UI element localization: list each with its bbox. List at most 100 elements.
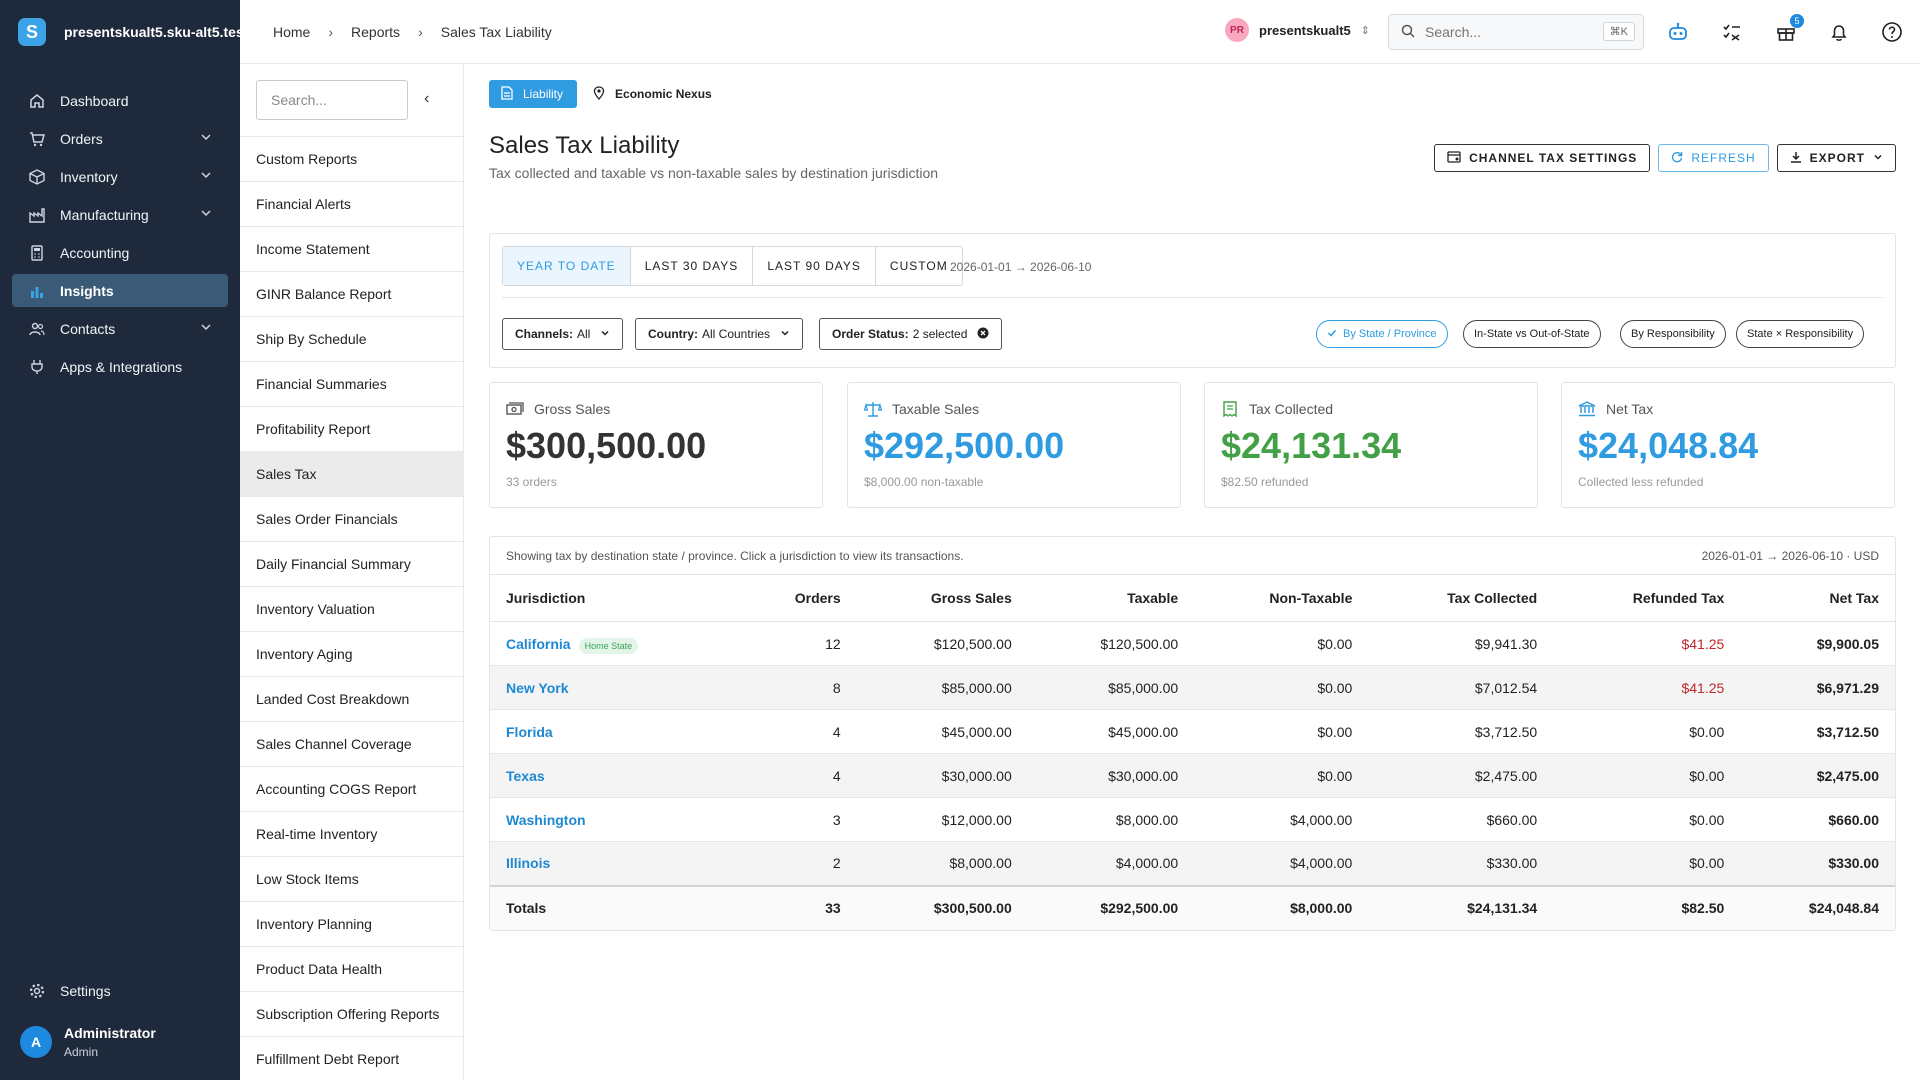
view-in-state-vs-out-of-state[interactable]: In-State vs Out-of-State (1463, 320, 1601, 348)
gift-icon[interactable]: 5 (1774, 14, 1804, 44)
table-row[interactable]: Washington 3 $12,000.00 $8,000.00 $4,000.00 $… (490, 797, 1895, 842)
period-year-to-date[interactable]: YEAR TO DATE (503, 247, 631, 285)
report-menu-item[interactable]: Inventory Valuation (240, 587, 464, 632)
jurisdiction-link[interactable]: California Home State (490, 621, 739, 666)
nav-item-dashboard[interactable]: Dashboard (12, 84, 228, 117)
report-menu-item[interactable]: Subscription Offering Reports (240, 992, 464, 1037)
app-logo-icon[interactable]: S (18, 18, 46, 46)
help-icon[interactable] (1880, 20, 1904, 44)
global-search[interactable]: ⌘K (1388, 14, 1644, 50)
table-row[interactable]: New York 8 $85,000.00 $85,000.00 $0.00 $7,012… (490, 665, 1895, 710)
nav-item-contacts[interactable]: Contacts (12, 312, 228, 345)
tab-economic-nexus[interactable]: Economic Nexus (593, 85, 712, 103)
chevron-down-icon[interactable] (200, 320, 212, 336)
nav-item-inventory[interactable]: Inventory (12, 160, 228, 193)
report-search-input[interactable]: Search... (256, 80, 408, 120)
robot-icon[interactable] (1666, 20, 1690, 44)
search-input[interactable] (1425, 24, 1585, 40)
column-header[interactable]: Jurisdiction (490, 574, 739, 622)
channel-tax-settings-button[interactable]: CHANNEL TAX SETTINGS (1434, 144, 1651, 172)
nav-item-manufacturing[interactable]: Manufacturing (12, 198, 228, 231)
table-row[interactable]: Illinois 2 $8,000.00 $4,000.00 $4,000.00 $330… (490, 841, 1895, 886)
report-menu-item[interactable]: Profitability Report (240, 407, 464, 452)
column-header[interactable]: Taxable (1027, 574, 1195, 622)
net-tax-card: Net Tax $24,048.84 Collected less refund… (1561, 382, 1895, 508)
column-header[interactable]: Net Tax (1740, 574, 1895, 622)
collapse-chevron-icon[interactable]: ‹ (424, 90, 430, 107)
report-menu-item[interactable]: Ship By Schedule (240, 317, 464, 362)
report-menu-item[interactable]: Real-time Inventory (240, 812, 464, 857)
report-menu-item[interactable]: Financial Alerts (240, 182, 464, 227)
nav-item-settings[interactable]: Settings (12, 974, 228, 1007)
channels-filter[interactable]: Channels: All (502, 318, 624, 350)
report-menu-item[interactable]: Sales Tax (240, 452, 464, 497)
nav-item-orders[interactable]: Orders (12, 122, 228, 155)
jurisdiction-name[interactable]: Washington (506, 811, 586, 828)
view-by-state[interactable]: By State / Province (1316, 320, 1448, 348)
report-menu-item[interactable]: Inventory Aging (240, 632, 464, 677)
breadcrumb-reports[interactable]: Reports (351, 23, 401, 40)
jurisdiction-link[interactable]: New York (490, 665, 739, 710)
column-header[interactable]: Refunded Tax (1553, 574, 1741, 622)
report-menu-item[interactable]: Sales Channel Coverage (240, 722, 464, 767)
chevron-down-icon[interactable] (200, 206, 212, 222)
view-state-x-responsibility[interactable]: State × Responsibility (1736, 320, 1865, 348)
table-row[interactable]: Florida 4 $45,000.00 $45,000.00 $0.00 $3,712.… (490, 709, 1895, 754)
view-by-responsibility[interactable]: By Responsibility (1620, 320, 1726, 348)
nav-item-label: Accounting (60, 244, 130, 261)
report-menu-item[interactable]: Daily Financial Summary (240, 542, 464, 587)
report-menu-item[interactable]: Fulfillment Debt Report (240, 1037, 464, 1080)
clear-filter-icon[interactable] (977, 327, 989, 342)
nav-item-apps-integrations[interactable]: Apps & Integrations (12, 350, 228, 383)
column-header[interactable]: Gross Sales (856, 574, 1028, 622)
jurisdiction-link[interactable]: Florida (490, 709, 739, 754)
nav-item-insights[interactable]: Insights (12, 274, 228, 307)
jurisdiction-name[interactable]: Illinois (506, 855, 551, 872)
export-button[interactable]: EXPORT (1776, 144, 1896, 172)
column-header[interactable]: Tax Collected (1368, 574, 1554, 622)
jurisdiction-name[interactable]: Florida (506, 723, 553, 740)
report-tabs: Liability Economic Nexus (489, 80, 712, 108)
report-menu-item[interactable]: Custom Reports (240, 137, 464, 182)
report-menu-item[interactable]: Financial Summaries (240, 362, 464, 407)
cell-gross: $30,000.00 (856, 753, 1028, 798)
column-header[interactable]: Non-Taxable (1194, 574, 1369, 622)
jurisdiction-link[interactable]: Illinois (490, 841, 739, 886)
jurisdiction-name[interactable]: New York (506, 679, 569, 696)
tab-liability[interactable]: Liability (489, 80, 578, 108)
refresh-button[interactable]: REFRESH (1658, 144, 1769, 172)
report-menu-item[interactable]: Sales Order Financials (240, 497, 464, 542)
jurisdiction-link[interactable]: Washington (490, 797, 739, 842)
chevron-down-icon[interactable] (200, 168, 212, 184)
nav-item-accounting[interactable]: Accounting (12, 236, 228, 269)
account-switcher[interactable]: PR presentskualt5 ⇕ (1225, 18, 1370, 42)
bell-icon[interactable] (1827, 20, 1851, 44)
report-menu-item[interactable]: Landed Cost Breakdown (240, 677, 464, 722)
breadcrumb-home[interactable]: Home (273, 23, 311, 40)
report-menu-item[interactable]: Inventory Planning (240, 902, 464, 947)
jurisdiction-name[interactable]: California (506, 635, 571, 652)
report-menu-item[interactable]: Product Data Health (240, 947, 464, 992)
period-custom[interactable]: CUSTOM (889, 259, 948, 273)
checklist-icon[interactable] (1720, 20, 1744, 44)
country-filter[interactable]: Country: All Countries (635, 318, 804, 350)
document-icon (501, 85, 513, 103)
table-row[interactable]: Texas 4 $30,000.00 $30,000.00 $0.00 $2,475.00… (490, 753, 1895, 798)
period-last-30-days[interactable]: LAST 30 DAYS (631, 247, 754, 285)
filter-label: Order Status: (832, 327, 909, 341)
period-last-90-days[interactable]: LAST 90 DAYS (753, 247, 876, 285)
chevron-down-icon[interactable] (200, 130, 212, 146)
nav-item-label: Insights (60, 282, 114, 299)
jurisdiction-name[interactable]: Texas (506, 767, 545, 784)
column-header[interactable]: Orders (738, 574, 857, 622)
user-profile[interactable]: A Administrator Admin (20, 1025, 156, 1059)
report-menu-item[interactable]: Income Statement (240, 227, 464, 272)
order-status-filter[interactable]: Order Status: 2 selected (819, 318, 1003, 350)
report-menu-item[interactable]: Low Stock Items (240, 857, 464, 902)
report-menu-item[interactable]: Accounting COGS Report (240, 767, 464, 812)
table-row[interactable]: California Home State 12 $120,500.00 $120,50… (490, 621, 1895, 666)
account-avatar: PR (1225, 18, 1249, 42)
jurisdiction-link[interactable]: Texas (490, 753, 739, 798)
org-name[interactable]: presentskualt5.sku-alt5.test (64, 24, 240, 40)
report-menu-item[interactable]: GINR Balance Report (240, 272, 464, 317)
